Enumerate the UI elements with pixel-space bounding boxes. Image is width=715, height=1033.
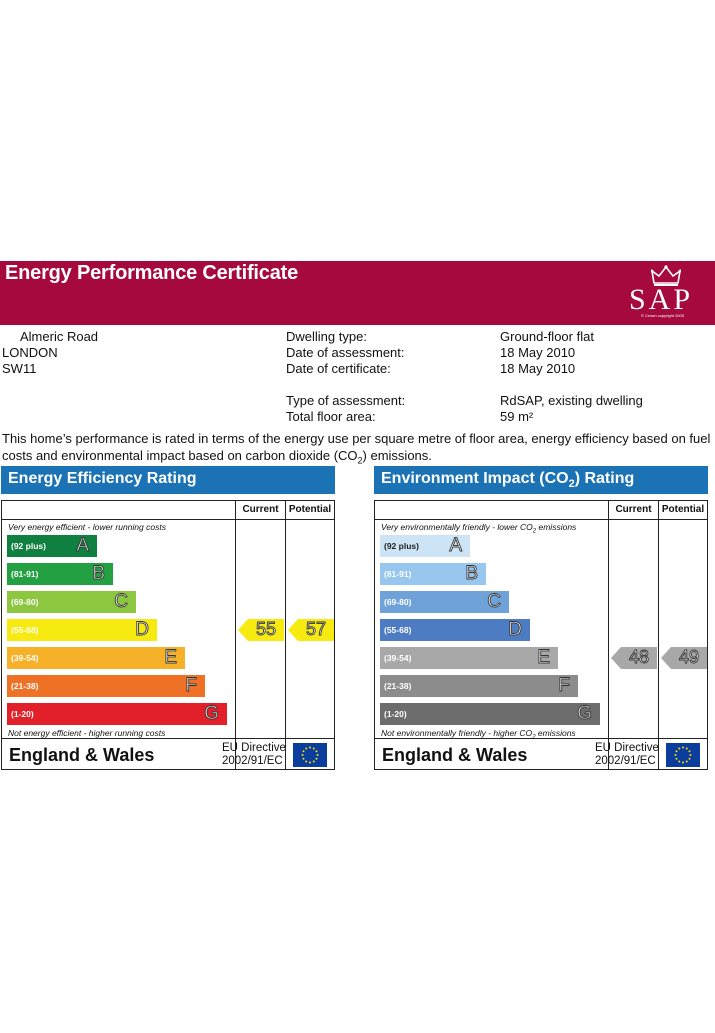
environment-band-g: (1-20) G	[380, 703, 600, 725]
crown-icon	[651, 265, 681, 286]
detail-label-dwelling-type: Dwelling type:	[286, 329, 367, 344]
energy-band-letter: A	[76, 535, 90, 557]
environment-band-range: (55-68)	[384, 625, 412, 635]
detail-label-date-assessment: Date of assessment:	[286, 345, 405, 360]
energy-band-range: (1-20)	[11, 709, 34, 719]
environment-band-range: (92 plus)	[384, 541, 419, 551]
environment-current-rating-value: 48	[629, 647, 650, 668]
environment-band-range: (39-54)	[384, 653, 412, 663]
intro-subscript: 2	[357, 455, 363, 466]
environment-band-c: (69-80) C	[380, 591, 509, 613]
detail-value-assessment-type: RdSAP, existing dwelling	[500, 393, 643, 408]
energy-band-range: (81-91)	[11, 569, 39, 579]
intro-text-end: ) emissions.	[362, 448, 432, 463]
address-line-3: SW11	[2, 361, 37, 376]
energy-efficiency-panel: Energy Efficiency Rating Current Potenti…	[1, 466, 335, 770]
environment-band-letter: E	[537, 647, 551, 669]
energy-current-rating-arrow: 55	[238, 619, 284, 641]
environment-eu-directive-line1: EU Directive	[595, 742, 659, 754]
environment-col-current: Current	[615, 504, 652, 515]
eu-flag-icon	[666, 743, 700, 767]
detail-label-floor-area: Total floor area:	[286, 409, 376, 424]
energy-band-range: (21-38)	[11, 681, 39, 691]
energy-potential-rating-arrow: 57	[288, 619, 334, 641]
energy-band-range: (69-80)	[11, 597, 39, 607]
environment-col-potential: Potential	[661, 504, 705, 515]
energy-band-letter: E	[164, 647, 178, 669]
energy-rating-table: Current Potential Very energy efficient …	[1, 500, 335, 770]
energy-band-b: (81-91) B	[7, 563, 113, 585]
intro-text: This home’s performance is rated in term…	[2, 431, 711, 463]
environment-band-letter: D	[508, 619, 523, 641]
environment-eu-directive: EU Directive 2002/91/EC	[595, 742, 659, 768]
environment-band-f: (21-38) F	[380, 675, 578, 697]
environment-band-b: (81-91) B	[380, 563, 486, 585]
energy-band-a: (92 plus) A	[7, 535, 97, 557]
environment-band-a: (92 plus) A	[380, 535, 470, 557]
environment-band-range: (69-80)	[384, 597, 412, 607]
energy-band-e: (39-54) E	[7, 647, 185, 669]
energy-band-g: (1-20) G	[7, 703, 227, 725]
energy-current-rating-value: 55	[256, 619, 277, 640]
environment-panel-title: Environment Impact (CO2) Rating	[374, 466, 708, 494]
performance-intro: This home’s performance is rated in term…	[2, 430, 714, 470]
sap-logo-copyright: © Crown copyright 2005	[641, 313, 684, 318]
environment-rating-table: Current Potential Very environmentally f…	[374, 500, 708, 770]
energy-band-letter: D	[135, 619, 150, 641]
energy-band-letter: B	[92, 563, 106, 585]
environment-band-e: (39-54) E	[380, 647, 558, 669]
environment-band-range: (21-38)	[384, 681, 412, 691]
energy-top-note: Very energy efficient - lower running co…	[8, 522, 166, 532]
eu-flag-icon	[293, 743, 327, 767]
environment-band-letter: G	[577, 703, 593, 725]
certificate-banner: Energy Performance Certificate SAP © Cro…	[0, 261, 715, 325]
energy-eu-directive-line1: EU Directive	[222, 742, 286, 754]
detail-value-date-assessment: 18 May 2010	[500, 345, 576, 360]
energy-band-d: (55-68) D	[7, 619, 157, 641]
energy-panel-title: Energy Efficiency Rating	[1, 466, 335, 494]
sap-logo: SAP © Crown copyright 2005	[625, 265, 709, 321]
energy-potential-rating-value: 57	[306, 619, 327, 640]
energy-bottom-note: Not energy efficient - higher running co…	[8, 728, 166, 738]
detail-label-date-certificate: Date of certificate:	[286, 361, 391, 376]
environment-bottom-note: Not environmentally friendly - higher CO…	[381, 728, 576, 741]
environment-potential-rating-value: 49	[679, 647, 700, 668]
certificate-title: Energy Performance Certificate	[5, 262, 299, 284]
energy-col-current: Current	[242, 504, 279, 515]
environment-band-letter: C	[487, 591, 502, 613]
detail-label-assessment-type: Type of assessment:	[286, 393, 406, 408]
sap-logo-text: SAP	[629, 283, 694, 316]
energy-band-range: (39-54)	[11, 653, 39, 663]
energy-band-f: (21-38) F	[7, 675, 205, 697]
environment-band-range: (1-20)	[384, 709, 407, 719]
environment-band-letter: A	[449, 535, 463, 557]
energy-col-potential: Potential	[288, 504, 332, 515]
environment-band-d: (55-68) D	[380, 619, 530, 641]
energy-band-range: (55-68)	[11, 625, 39, 635]
energy-eu-directive: EU Directive 2002/91/EC	[222, 742, 286, 768]
environment-top-note: Very environmentally friendly - lower CO…	[381, 522, 577, 535]
environment-band-letter: B	[465, 563, 479, 585]
address-line-1: Almeric Road	[20, 329, 99, 344]
address-line-2: LONDON	[2, 345, 58, 360]
energy-eu-directive-line2: 2002/91/EC	[222, 755, 283, 767]
detail-value-floor-area: 59 m²	[500, 409, 534, 424]
energy-band-c: (69-80) C	[7, 591, 136, 613]
environment-footer-region: England & Wales	[382, 745, 528, 765]
energy-footer-region: England & Wales	[9, 745, 155, 765]
energy-band-letter: G	[204, 703, 220, 725]
energy-band-letter: C	[114, 591, 129, 613]
environment-band-letter: F	[558, 675, 570, 697]
energy-band-letter: F	[185, 675, 197, 697]
environment-band-range: (81-91)	[384, 569, 412, 579]
environment-current-rating-arrow: 48	[611, 647, 657, 669]
environment-eu-directive-line2: 2002/91/EC	[595, 755, 656, 767]
detail-value-dwelling-type: Ground-floor flat	[500, 329, 594, 344]
environment-potential-rating-arrow: 49	[661, 647, 707, 669]
energy-band-range: (92 plus)	[11, 541, 46, 551]
detail-value-date-certificate: 18 May 2010	[500, 361, 576, 376]
environment-impact-panel: Environment Impact (CO2) Rating Current …	[374, 466, 708, 770]
